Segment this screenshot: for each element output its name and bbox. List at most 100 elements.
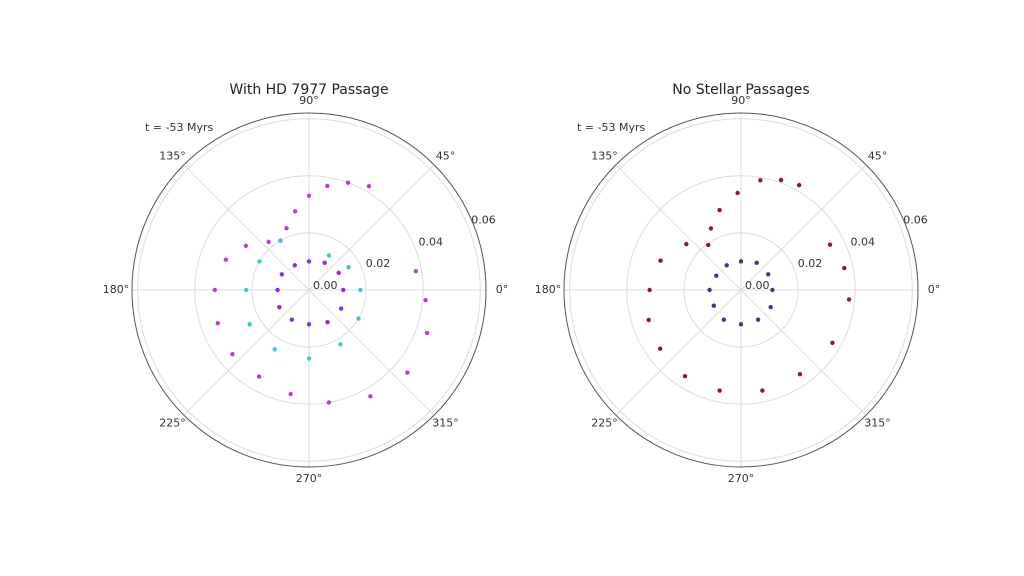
chart-title: No Stellar Passages: [672, 82, 809, 98]
trajectory-point: [243, 243, 249, 248]
angular-tick-label: 270°: [296, 472, 323, 485]
trajectory-point: [721, 317, 727, 322]
trajectory-point: [257, 259, 262, 264]
trajectory-point: [760, 388, 765, 393]
trajectory-point: [368, 394, 373, 399]
trajectory-point: [292, 209, 298, 214]
trajectory-point: [405, 370, 410, 375]
angular-tick-label: 225°: [159, 417, 186, 430]
angular-grid-line: [615, 164, 742, 291]
radial-grid-circle: [683, 232, 799, 348]
trajectory-point: [336, 270, 341, 276]
angular-tick-label: 45°: [868, 149, 888, 162]
trajectory-point: [215, 320, 220, 326]
radial-grid-circle: [251, 232, 367, 348]
trajectory-point: [765, 272, 771, 277]
trajectory-point: [223, 257, 229, 262]
radial-grid-circle: [569, 118, 913, 462]
trajectory-point: [326, 253, 332, 258]
trajectory-point: [707, 287, 712, 293]
trajectory-point: [770, 287, 775, 293]
trajectory-point: [256, 374, 262, 379]
trajectory-point: [266, 239, 271, 245]
radial-tick-label: 0.04: [851, 235, 876, 248]
radial-grid-circle: [137, 118, 481, 462]
trajectory-point: [275, 287, 280, 293]
trajectory-point: [356, 316, 361, 321]
trajectory-point: [279, 272, 285, 277]
angular-tick-label: 180°: [103, 283, 130, 296]
trajectory-point: [738, 322, 744, 327]
trajectory-point: [277, 304, 282, 310]
radial-grid-circle: [194, 175, 424, 405]
angular-tick-label: 90°: [299, 94, 319, 107]
trajectory-point: [306, 356, 312, 361]
angular-tick-label: 315°: [432, 417, 459, 430]
trajectory-point: [284, 226, 289, 231]
trajectory-point: [366, 183, 372, 189]
angular-tick-label: 225°: [591, 417, 618, 430]
angular-tick-label: 45°: [436, 149, 456, 162]
angular-tick-label: 315°: [864, 417, 891, 430]
trajectory-point: [778, 177, 784, 183]
angular-tick-label: 0°: [928, 283, 941, 296]
trajectory-point: [842, 265, 847, 271]
trajectory-point: [338, 306, 344, 311]
trajectory-point: [658, 258, 663, 263]
angular-grid-line: [308, 164, 435, 291]
trajectory-point: [755, 317, 761, 322]
radial-grid-circle: [626, 175, 856, 405]
angular-tick-label: 135°: [591, 149, 618, 162]
polar-frame: [131, 112, 487, 468]
angular-grid-line: [615, 289, 742, 416]
trajectory-point: [758, 178, 763, 183]
trajectory-point: [682, 373, 688, 379]
trajectory-point: [230, 352, 235, 357]
angular-tick-label: 135°: [159, 149, 186, 162]
angular-tick-label: 270°: [728, 472, 755, 485]
radial-tick-label: 0.00: [313, 279, 338, 292]
trajectory-point: [768, 304, 773, 310]
trajectory-point: [424, 330, 430, 336]
trajectory-point: [724, 263, 729, 268]
annotation: t = -53 Myrs: [577, 121, 646, 134]
trajectory-point: [711, 303, 717, 308]
polar-frame: [563, 112, 919, 468]
trajectory-point: [292, 263, 297, 268]
trajectory-point: [306, 259, 312, 264]
trajectory-point: [272, 347, 277, 352]
trajectory-point: [338, 342, 343, 347]
chart-title: With HD 7977 Passage: [229, 82, 388, 98]
trajectory-point: [423, 298, 428, 303]
angular-tick-label: 180°: [535, 283, 562, 296]
trajectory-point: [708, 226, 714, 231]
trajectory-point: [846, 297, 852, 302]
radial-tick-label: 0.00: [745, 279, 770, 292]
angular-grid-line: [308, 289, 435, 416]
radial-tick-label: 0.02: [366, 257, 391, 270]
trajectory-point: [243, 287, 249, 293]
angular-grid-line: [183, 289, 310, 416]
trajectory-point: [706, 242, 711, 248]
annotation: t = -53 Myrs: [145, 121, 214, 134]
trajectory-point: [289, 317, 295, 322]
trajectory-point: [647, 287, 652, 293]
trajectory-point: [326, 400, 332, 405]
trajectory-point: [717, 388, 722, 393]
trajectory-point: [306, 193, 312, 198]
trajectory-point: [827, 242, 833, 247]
trajectory-point: [717, 207, 722, 213]
trajectory-point: [212, 287, 217, 293]
angular-tick-label: 0°: [496, 283, 509, 296]
trajectory-point: [346, 264, 351, 270]
trajectory-point: [797, 371, 803, 377]
trajectory-point: [278, 238, 283, 243]
radial-tick-label: 0.02: [798, 257, 823, 270]
trajectory-point: [325, 319, 330, 325]
radial-tick-label: 0.04: [419, 235, 444, 248]
trajectory-point: [358, 287, 363, 293]
angular-tick-label: 90°: [731, 94, 751, 107]
angular-grid-line: [183, 164, 310, 291]
trajectory-point: [322, 260, 327, 266]
trajectory-point: [735, 190, 740, 196]
